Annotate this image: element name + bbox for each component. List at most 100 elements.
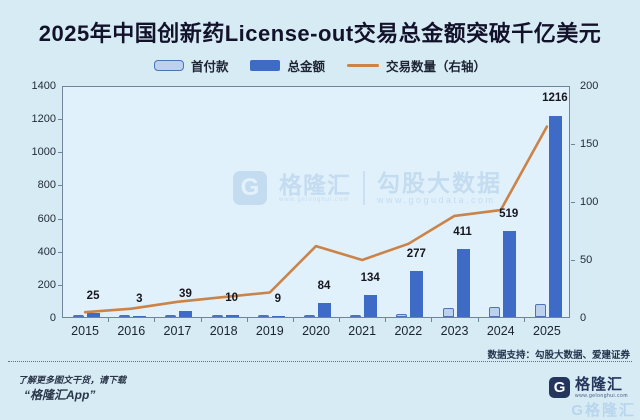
legend-swatch-bar-dark-icon xyxy=(250,60,281,71)
legend-label: 交易数量（右轴） xyxy=(386,60,487,74)
bar-upfront-2020 xyxy=(304,315,315,317)
y-axis-left-label-1000: 1000 xyxy=(31,146,56,159)
bar-upfront-2019 xyxy=(257,315,269,317)
y-axis-left-label-800: 800 xyxy=(37,179,56,192)
bar-total-2025 xyxy=(548,115,562,317)
bar-upfront-2016 xyxy=(119,315,131,317)
value-label-2025: 1216 xyxy=(542,92,568,105)
x-axis-tick xyxy=(246,318,248,322)
bar-upfront-2015 xyxy=(73,314,85,317)
legend-swatch-bar-light-icon xyxy=(153,60,184,71)
footer-brand-name: 格隆汇 xyxy=(575,376,624,393)
gelonghui-logo-icon: G xyxy=(549,377,571,398)
bar-upfront-2025 xyxy=(534,303,546,317)
bar-total-2024 xyxy=(502,231,516,317)
legend-item-line: 交易数量（右轴） xyxy=(347,56,486,75)
watermark-fragment: G格隆汇 xyxy=(571,402,636,419)
y-axis-left-label-200: 200 xyxy=(37,278,56,291)
x-axis-label-2018: 2018 xyxy=(209,324,238,338)
bar-total-2015 xyxy=(87,312,101,317)
x-axis-label-2022: 2022 xyxy=(394,324,423,338)
y-axis-left-tick xyxy=(58,185,62,187)
value-label-2020: 84 xyxy=(317,280,331,293)
y-axis-right-label-200: 200 xyxy=(580,80,599,92)
x-axis-tick xyxy=(154,318,156,322)
x-axis-tick xyxy=(385,318,387,322)
y-axis-left-label-1200: 1200 xyxy=(31,113,56,126)
x-axis-label-2016: 2016 xyxy=(117,324,146,338)
y-axis-right-label-150: 150 xyxy=(580,138,599,150)
bar-total-2018 xyxy=(225,315,239,317)
x-axis-label-2015: 2015 xyxy=(71,324,99,338)
value-label-2018: 10 xyxy=(225,292,239,305)
value-label-2017: 39 xyxy=(179,287,192,300)
y-axis-left-tick xyxy=(58,119,62,121)
y-axis-right-tick xyxy=(571,202,575,203)
promo-text: 了解更多图文干货，请下载 xyxy=(18,375,127,385)
value-label-2022: 277 xyxy=(406,248,426,261)
value-label-2023: 411 xyxy=(453,225,472,238)
y-axis-right-label-0: 0 xyxy=(580,312,587,324)
data-source-note: 数据支持：勾股大数据、爱建证券 xyxy=(487,350,630,361)
bar-total-2017 xyxy=(179,310,193,317)
deal-count-line xyxy=(83,125,549,314)
y-axis-left-tick xyxy=(58,251,62,253)
value-label-2021: 134 xyxy=(360,271,380,284)
promo-app-name: “格隆汇App” xyxy=(24,388,96,402)
footer-brand-url: www.gelonghui.com xyxy=(575,393,628,399)
bar-upfront-2021 xyxy=(350,314,362,317)
x-axis-tick xyxy=(108,318,110,322)
x-axis-label-2020: 2020 xyxy=(302,324,330,338)
x-axis-tick xyxy=(523,318,525,322)
page-title: 2025年中国创新药License-out交易总金额突破千亿美元 xyxy=(38,21,602,46)
y-axis-left-tick xyxy=(58,218,62,220)
footer-divider xyxy=(8,361,632,362)
bar-total-2021 xyxy=(364,294,378,317)
bar-total-2019 xyxy=(271,315,285,317)
y-axis-right-label-50: 50 xyxy=(580,254,593,266)
x-axis-label-2025: 2025 xyxy=(533,324,561,338)
value-label-2015: 25 xyxy=(86,289,100,302)
legend-label: 首付款 xyxy=(190,60,229,74)
y-axis-left-label-600: 600 xyxy=(37,212,56,225)
deal-count-polyline xyxy=(83,125,549,314)
plot-area xyxy=(62,86,570,318)
x-axis-tick xyxy=(431,318,433,322)
bar-total-2023 xyxy=(456,248,470,317)
x-axis-tick xyxy=(292,318,294,322)
bar-upfront-2024 xyxy=(488,307,500,317)
x-axis-label-2017: 2017 xyxy=(163,324,192,338)
legend-swatch-line-icon xyxy=(347,64,379,67)
x-axis-tick xyxy=(477,318,479,322)
bar-upfront-2017 xyxy=(165,315,177,317)
bar-total-2020 xyxy=(318,303,331,317)
bar-upfront-2023 xyxy=(442,307,454,317)
y-axis-right-tick xyxy=(571,144,575,145)
bar-upfront-2018 xyxy=(211,315,223,317)
legend-item-bar-dark: 总金额 xyxy=(250,56,325,75)
x-axis-label-2024: 2024 xyxy=(486,324,515,338)
chart-legend: 首付款 总金额 交易数量（右轴） xyxy=(0,56,640,75)
legend-label: 总金额 xyxy=(287,60,325,74)
x-axis-tick xyxy=(339,318,341,322)
x-axis-tick xyxy=(200,318,202,322)
y-axis-left-label-0: 0 xyxy=(49,312,56,324)
bar-total-2016 xyxy=(133,316,147,317)
x-axis-label-2019: 2019 xyxy=(255,324,284,338)
value-label-2019: 9 xyxy=(274,292,282,305)
x-axis-label-2023: 2023 xyxy=(440,324,469,338)
y-axis-left-tick xyxy=(58,284,62,286)
footer-brand: G 格隆汇 www.gelonghui.com xyxy=(549,377,628,399)
y-axis-left-tick xyxy=(58,152,62,154)
legend-item-bar-light: 首付款 xyxy=(153,56,229,75)
y-axis-right-label-100: 100 xyxy=(580,196,599,208)
value-label-2024: 519 xyxy=(499,207,519,220)
y-axis-left-label-1400: 1400 xyxy=(31,80,56,92)
bar-total-2022 xyxy=(410,271,424,317)
y-axis-left-label-400: 400 xyxy=(37,245,56,258)
value-label-2016: 3 xyxy=(136,293,143,305)
x-axis-label-2021: 2021 xyxy=(348,324,377,338)
bar-upfront-2022 xyxy=(396,313,408,317)
y-axis-right-tick xyxy=(571,260,575,261)
